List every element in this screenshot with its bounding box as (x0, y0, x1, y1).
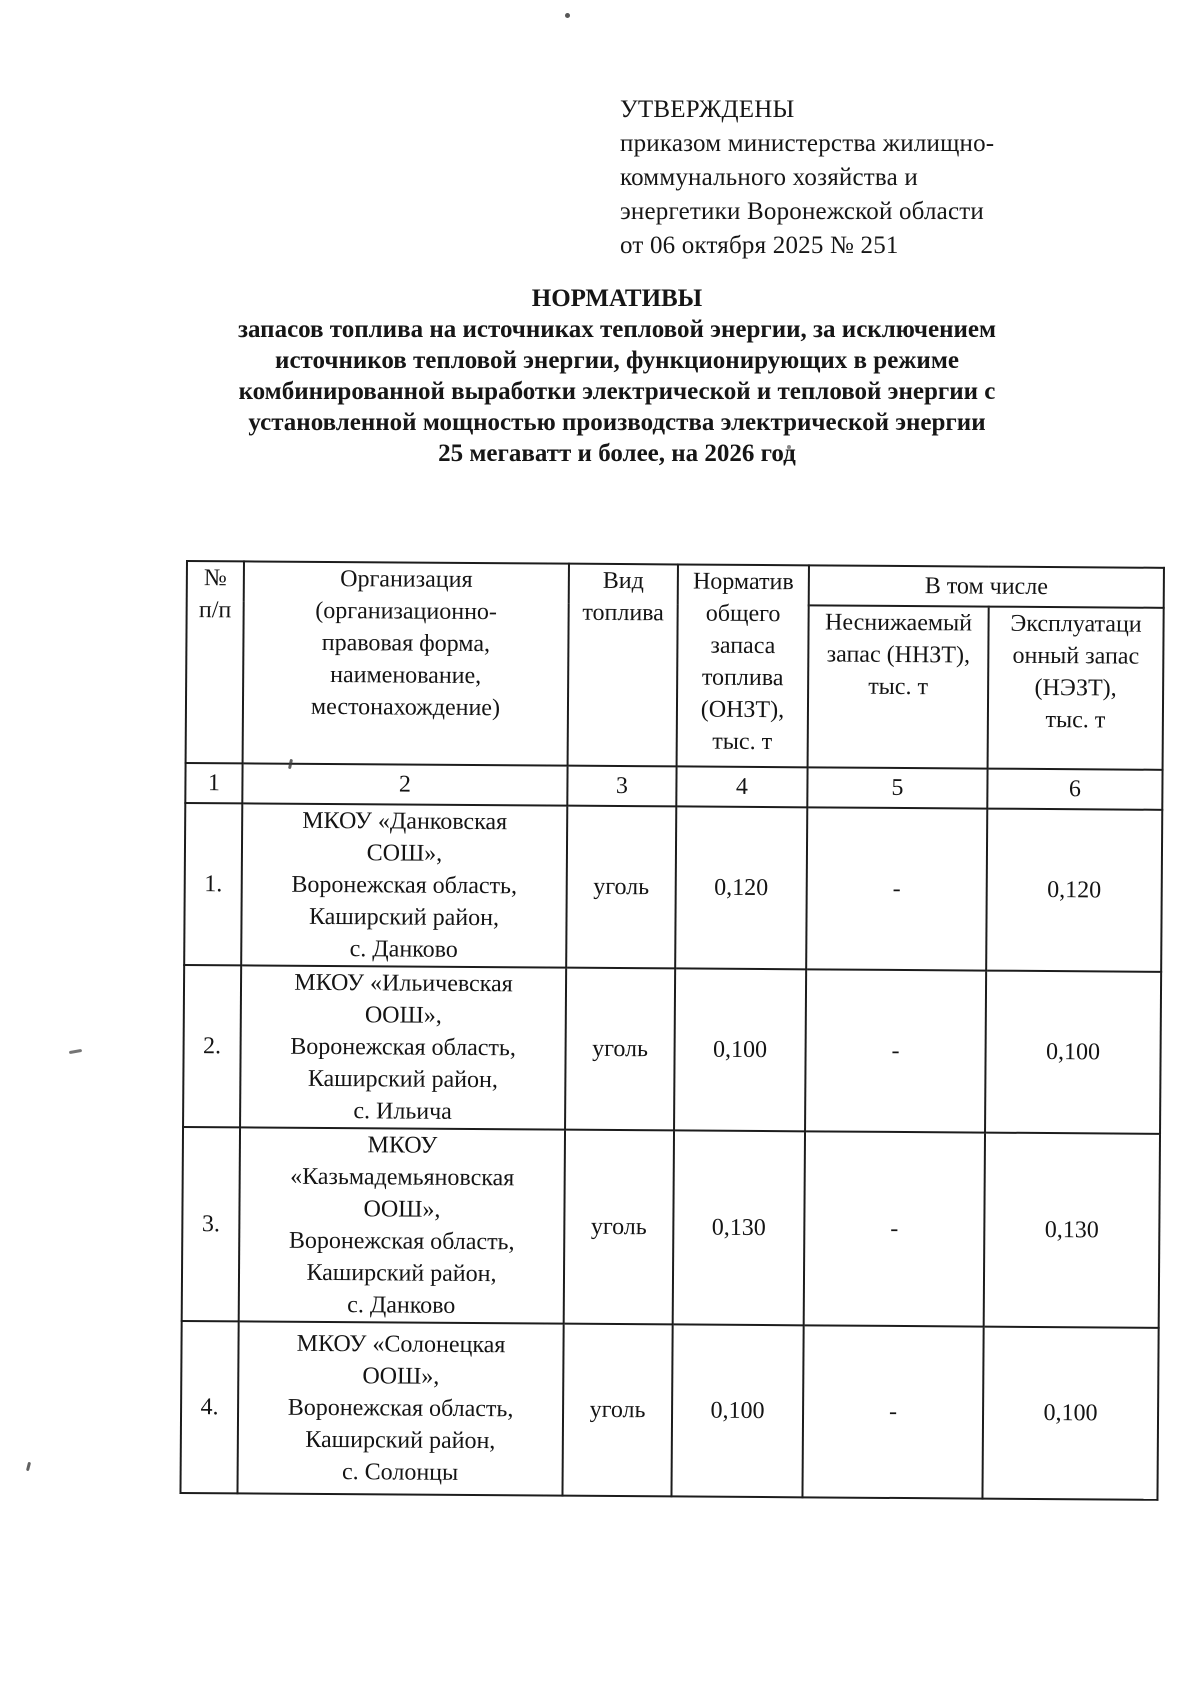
column-number-cell: 2 (242, 763, 568, 806)
fuel-cell: уголь (563, 1129, 675, 1325)
nnzt-value-cell: - (802, 1325, 984, 1499)
approval-line: УТВЕРЖДЕНЫ (620, 96, 795, 123)
column-numbers-row: 1 2 3 4 5 6 (185, 763, 1163, 810)
scan-artifact (565, 13, 570, 18)
nnzt-value-cell: - (805, 969, 987, 1133)
onzt-value-cell: 0,120 (675, 806, 808, 970)
col-header-nezt: Эксплуатаци онный запас (НЭЗТ), тыс. т (987, 606, 1164, 770)
normatives-table-wrapper: № п/п Организация (организационно- право… (179, 560, 1165, 1501)
row-num-cell: 3. (181, 1126, 241, 1322)
table-row: 4. МКОУ «Солонецкая ООШ», Воронежская об… (180, 1320, 1159, 1500)
nezt-value-cell: 0,130 (983, 1132, 1161, 1328)
org-cell: МКОУ «Данковская СОШ», Воронежская облас… (241, 803, 568, 968)
nnzt-value-cell: - (803, 1131, 986, 1327)
table-header-row-1: № п/п Организация (организационно- право… (185, 561, 1164, 768)
col-header-fuel: Вид топлива (567, 563, 678, 767)
fuel-cell: уголь (565, 967, 676, 1131)
table-row: 3. МКОУ «Казьмадемьяновская ООШ», Вороне… (181, 1126, 1161, 1328)
col-header-onzt: Норматив общего запаса топлива (ОНЗТ), т… (676, 564, 809, 768)
scan-artifact (68, 1048, 83, 1055)
col-header-num: № п/п (185, 561, 244, 764)
nnzt-value-cell: - (806, 807, 988, 971)
scan-artifact (787, 445, 791, 449)
row-num-cell: 1. (184, 803, 243, 966)
column-number-cell: 3 (567, 765, 677, 807)
approval-line: энергетики Воронежской области (620, 198, 984, 225)
approval-line: приказом министерства жилищно- (620, 130, 995, 157)
table-row: 1. МКОУ «Данковская СОШ», Воронежская об… (184, 803, 1163, 972)
column-number-cell: 5 (807, 767, 988, 809)
col-header-org: Организация (организационно- правовая фо… (242, 561, 569, 766)
onzt-value-cell: 0,130 (672, 1130, 806, 1326)
table-row: 2. МКОУ «Ильичевская ООШ», Воронежская о… (183, 964, 1162, 1134)
normatives-table: № п/п Организация (организационно- право… (179, 560, 1165, 1501)
scan-artifact (25, 1461, 32, 1472)
nezt-value-cell: 0,100 (985, 970, 1162, 1134)
approval-line: от 06 октября 2025 № 251 (620, 232, 899, 259)
fuel-cell: уголь (562, 1323, 673, 1497)
row-num-cell: 4. (180, 1320, 239, 1494)
org-cell: МКОУ «Ильичевская ООШ», Воронежская обла… (240, 965, 567, 1130)
onzt-value-cell: 0,100 (671, 1324, 804, 1498)
page-title: НОРМАТИВЫ (531, 285, 703, 312)
fuel-cell: уголь (566, 805, 677, 969)
title-subtitle: запасов топлива на источниках тепловой э… (237, 316, 997, 467)
col-header-nnzt: Неснижаемый запас (ННЗТ), тыс. т (807, 605, 989, 769)
approval-line: коммунального хозяйства и (620, 164, 918, 191)
column-number-cell: 4 (676, 766, 808, 808)
column-number-cell: 6 (987, 768, 1163, 810)
approval-block: УТВЕРЖДЕНЫ приказом министерства жилищно… (620, 93, 994, 263)
onzt-value-cell: 0,100 (674, 968, 807, 1132)
org-cell: МКОУ «Казьмадемьяновская ООШ», Воронежск… (238, 1127, 566, 1324)
nezt-value-cell: 0,100 (982, 1326, 1159, 1500)
document-title-block: НОРМАТИВЫ запасов топлива на источниках … (186, 283, 1048, 469)
col-header-including: В том числе (808, 565, 1164, 608)
org-cell: МКОУ «Солонецкая ООШ», Воронежская облас… (237, 1321, 564, 1496)
nezt-value-cell: 0,120 (986, 808, 1163, 972)
column-number-cell: 1 (185, 763, 243, 804)
row-num-cell: 2. (183, 964, 242, 1128)
